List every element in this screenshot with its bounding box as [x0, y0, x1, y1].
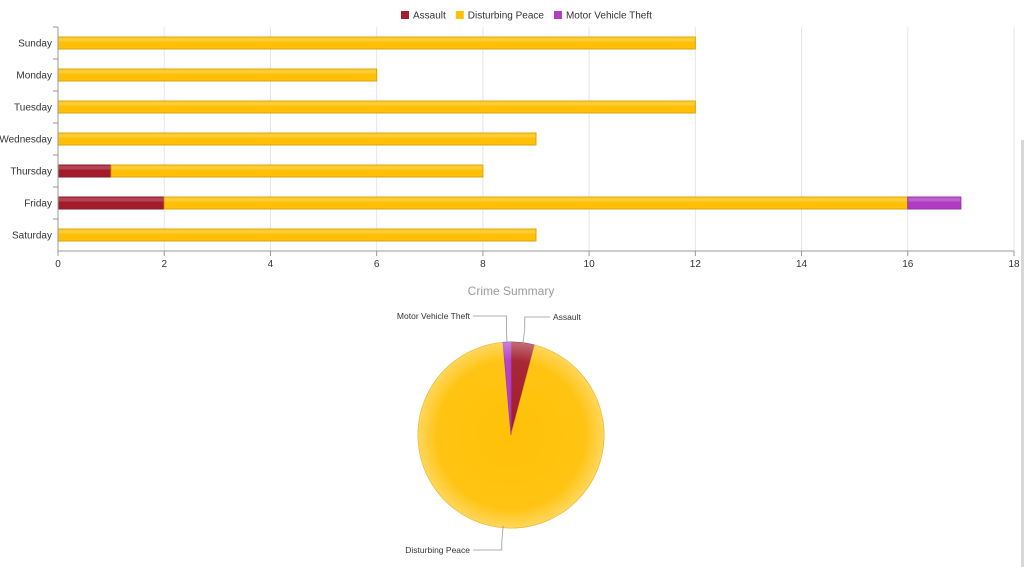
bar-highlight — [164, 197, 908, 202]
x-tick-label: 0 — [55, 259, 61, 270]
legend-item-motor-vehicle-theft[interactable]: Motor Vehicle Theft — [553, 11, 652, 22]
x-tick-label: 8 — [480, 259, 486, 270]
x-tick-label: 10 — [584, 259, 596, 270]
y-tick-label: Tuesday — [14, 103, 52, 114]
x-tick-label: 6 — [374, 259, 380, 270]
pie-chart: Crime Summary Assault Disturbing Peace Mot… — [397, 284, 605, 555]
legend-label: Assault — [413, 11, 446, 22]
pie-leader-line — [473, 525, 504, 551]
x-tick-label: 12 — [690, 259, 702, 270]
pie-shading — [418, 342, 604, 528]
legend-label: Motor Vehicle Theft — [566, 11, 652, 22]
bar-segment-disturbing-peace-thursday[interactable] — [110, 164, 484, 178]
bar-chart: Assault Disturbing Peace Motor Vehicle The… — [0, 11, 1020, 271]
y-tick-label: Saturday — [12, 231, 52, 242]
legend-swatch — [455, 11, 464, 19]
y-tick-label: Thursday — [10, 167, 52, 178]
page-edge-divider — [1021, 140, 1024, 567]
pie-label-disturbing-peace: Disturbing Peace — [405, 545, 470, 555]
legend-item-assault[interactable]: Assault — [401, 11, 446, 22]
y-tick-label: Wednesday — [0, 135, 52, 146]
bar-chart-gridlines — [163, 27, 1015, 251]
pie-label-assault: Assault — [553, 312, 582, 322]
bar-highlight — [908, 197, 961, 202]
bar-highlight — [58, 133, 536, 138]
x-tick-label: 14 — [796, 259, 808, 270]
bar-highlight — [58, 165, 111, 170]
bar-chart-axes: 0 2 4 6 8 10 12 14 16 18 Sunday Monday Tuesday Wednes… — [0, 26, 1020, 270]
bar-highlight — [58, 69, 377, 74]
pie-leader-line — [473, 315, 508, 345]
legend-label: Disturbing Peace — [468, 11, 545, 22]
pie-slices — [417, 341, 605, 529]
bar-highlight — [111, 165, 483, 170]
y-tick-label: Sunday — [18, 39, 52, 50]
x-tick-label: 4 — [268, 259, 274, 270]
bar-highlight — [58, 37, 695, 42]
bar-highlight — [58, 197, 164, 202]
pie-label-motor-vehicle-theft: Motor Vehicle Theft — [397, 311, 471, 321]
bar-segment-motor-vehicle-theft-friday[interactable] — [907, 196, 962, 210]
pie-leader-line — [522, 316, 550, 345]
chart-legend: Assault Disturbing Peace Motor Vehicle The… — [401, 11, 652, 22]
legend-item-disturbing-peace[interactable]: Disturbing Peace — [455, 11, 545, 22]
legend-swatch — [553, 11, 562, 19]
legend-swatch — [401, 11, 409, 19]
bar-chart-bars — [57, 36, 962, 242]
pie-chart-title: Crime Summary — [468, 284, 555, 298]
bar-highlight — [58, 229, 536, 234]
x-tick-label: 16 — [902, 259, 914, 270]
bar-highlight — [58, 101, 695, 106]
pie-labels: Assault Disturbing Peace Motor Vehicle The… — [397, 311, 582, 555]
y-tick-label: Monday — [16, 71, 52, 82]
x-tick-label: 18 — [1008, 259, 1020, 270]
y-tick-label: Friday — [24, 199, 52, 210]
x-tick-label: 2 — [161, 259, 167, 270]
